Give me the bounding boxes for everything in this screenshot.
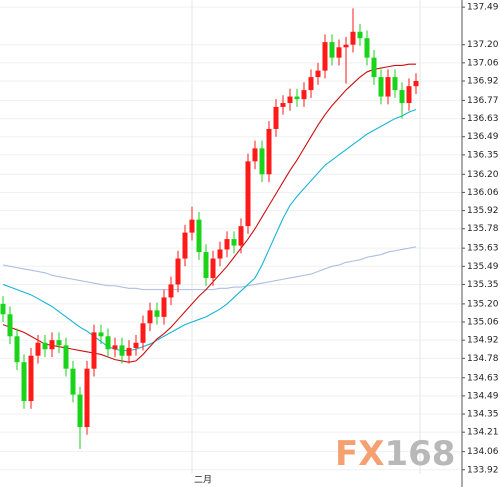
candle-body [343,44,349,48]
y-tick-label: 135.92 [467,206,499,216]
watermark-suffix: 168 [384,434,455,474]
y-tick-label: 134.92 [467,336,499,346]
candle-body [252,148,258,162]
y-tick-label: 137.20 [467,40,499,50]
y-tick-label: 135.63 [467,244,499,254]
candle-body [105,336,111,350]
y-tick-label: 136.49 [467,132,499,142]
candle-body [203,252,209,278]
candle-body [140,323,146,343]
candle-body [0,303,6,315]
y-tick-label: 136.35 [467,150,499,160]
candle-body [56,340,62,346]
plot [0,8,419,450]
candle-body [266,128,272,175]
candle-body [273,106,279,129]
candle-body [336,47,342,58]
candle-body [238,226,244,246]
watermark: FX168 [335,434,455,474]
y-tick-label: 136.92 [467,76,499,86]
watermark-prefix: FX [335,434,384,474]
candle-body [42,342,48,350]
candle-body [357,31,363,39]
y-tick-label: 134.63 [467,373,499,383]
candle-body [77,394,83,427]
moving-average-line [2,246,417,291]
moving-average-line [2,108,417,352]
y-tick-label: 135.78 [467,224,499,234]
candle-body [259,148,265,175]
y-tick-label: 134.35 [467,410,499,420]
y-tick-label: 133.92 [467,465,499,475]
y-tick-label: 134.06 [467,447,499,457]
candle-body [133,342,139,348]
candle-body [308,77,314,91]
candle-body [112,345,118,350]
candle-body [399,90,405,104]
candle-body [70,368,76,395]
candle-body [322,42,328,71]
candle-body [35,342,41,356]
y-tick-label: 135.06 [467,318,499,328]
candle-body [49,340,55,350]
y-tick-label: 134.49 [467,391,499,401]
candle-body [189,219,195,233]
candle-body [406,86,412,104]
candle-body [217,249,223,259]
candle-body [350,31,356,45]
candle-body [147,310,153,324]
candle-body [168,284,174,298]
y-tick-label: 137.49 [467,3,499,13]
candle-body [196,219,202,253]
candle-body [301,90,307,100]
y-tick-label: 136.06 [467,188,499,198]
candle-body [287,96,293,104]
candle-body [392,77,398,91]
candle-body [364,38,370,58]
candle-body [91,332,97,369]
candle-body [315,70,321,78]
candle-body [175,258,181,285]
candle-body [28,355,34,402]
moving-average-line [2,63,416,363]
candle-body [371,57,377,78]
candle-body [224,239,230,250]
candle-body [7,314,13,337]
y-tick-label: 136.20 [467,170,499,180]
candle-body [21,362,27,402]
candle-body [280,103,286,107]
candle-body [231,239,237,246]
candle-body [329,42,335,58]
candle-body [161,297,167,317]
candle-body [413,80,419,87]
y-tick-label: 134.21 [467,428,499,438]
candle-body [385,77,391,97]
candle-body [210,258,216,278]
candle-body [182,232,188,259]
candle-body [98,332,104,337]
candle-body [294,96,300,100]
candle-body [154,310,160,317]
candle-body [63,345,69,369]
y-tick-label: 135.49 [467,262,499,272]
x-tick-label: 二月 [194,475,212,486]
y-tick-label: 135.20 [467,299,499,309]
candle-body [245,161,251,227]
candle-body [126,347,132,356]
candle-body [119,345,125,356]
y-tick-label: 134.78 [467,354,499,364]
candle-body [14,336,20,363]
candle-body [378,77,384,97]
y-tick-label: 137.06 [467,58,499,68]
candle-body [84,368,90,427]
y-tick-label: 136.63 [467,114,499,124]
grid [0,0,465,474]
y-tick-label: 136.77 [467,96,499,106]
y-tick-label: 135.35 [467,280,499,290]
